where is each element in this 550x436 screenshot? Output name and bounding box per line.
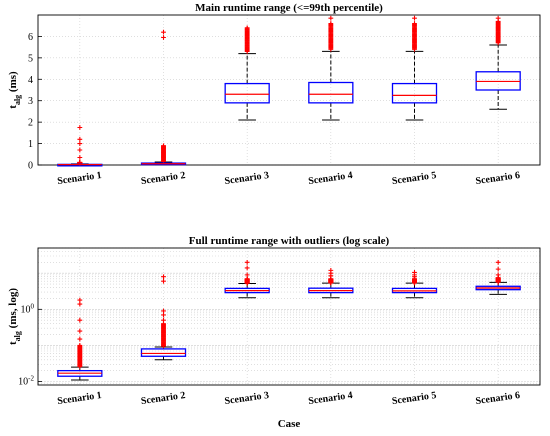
outlier-marker bbox=[161, 143, 166, 149]
box-group bbox=[391, 15, 438, 121]
outlier-marker bbox=[77, 136, 83, 142]
y-axis-label-sub: alg bbox=[13, 331, 22, 341]
y-tick-label: 2 bbox=[28, 118, 33, 129]
y-tick-label: 1 bbox=[28, 139, 33, 150]
outlier-marker bbox=[328, 21, 334, 26]
outlier-marker bbox=[77, 336, 83, 342]
x-axis-label: Case bbox=[278, 418, 301, 430]
plot-frame-2 bbox=[37, 247, 541, 386]
outlier-marker bbox=[412, 21, 417, 26]
x-category-label: Scenario 3 bbox=[224, 170, 270, 187]
y-axis-label-main: t bbox=[7, 341, 19, 345]
x-category-label: Scenario 6 bbox=[475, 170, 521, 187]
outlier-marker bbox=[77, 343, 83, 348]
x-category-label: Scenario 2 bbox=[140, 170, 186, 187]
outlier-marker bbox=[328, 15, 334, 21]
x-category-label: Scenario 5 bbox=[391, 170, 437, 187]
outlier-marker bbox=[244, 272, 250, 278]
y-tick-exponent: 0 bbox=[31, 302, 35, 310]
box-iqr bbox=[224, 82, 270, 104]
outlier-marker bbox=[244, 259, 250, 265]
x-category-label: Scenario 6 bbox=[475, 390, 521, 407]
y-axis-label-1: talg (ms) bbox=[7, 71, 22, 109]
box-group bbox=[308, 267, 354, 299]
panel-title-2: Full runtime range with outliers (log sc… bbox=[189, 235, 390, 247]
box-iqr bbox=[308, 81, 354, 104]
box-group bbox=[140, 29, 187, 166]
outlier-marker bbox=[161, 35, 166, 40]
y-tick-label: 6 bbox=[28, 32, 33, 43]
outlier-marker bbox=[77, 125, 83, 130]
grid-lines-2 bbox=[38, 247, 540, 386]
y-tick-base: 10 bbox=[18, 377, 28, 388]
x-category-label: Scenario 1 bbox=[57, 390, 103, 407]
outlier-marker bbox=[77, 328, 83, 334]
outlier-marker bbox=[495, 259, 501, 265]
y-axis-label-unit: (ms, log) bbox=[7, 288, 19, 331]
x-category-label: Scenario 5 bbox=[391, 390, 437, 407]
y-tick-label: 5 bbox=[28, 53, 33, 64]
panel-title-1: Main runtime range (<=99th percentile) bbox=[195, 2, 383, 14]
outlier-marker bbox=[161, 29, 166, 35]
box-group bbox=[224, 259, 270, 299]
box-group bbox=[475, 259, 521, 295]
outlier-marker bbox=[412, 15, 417, 21]
box-group bbox=[140, 274, 187, 361]
outlier-marker bbox=[77, 317, 83, 323]
outlier-marker bbox=[495, 15, 501, 21]
y-tick-label: 10-2 bbox=[18, 375, 34, 388]
y-axis-label-main: t bbox=[7, 105, 19, 109]
box-group bbox=[308, 15, 354, 121]
y-tick-exponent: -2 bbox=[28, 375, 34, 383]
grid-lines-1 bbox=[38, 15, 540, 166]
y-tick-label: 3 bbox=[28, 96, 33, 107]
box-group bbox=[475, 15, 521, 110]
outlier-marker bbox=[161, 278, 166, 284]
box-group bbox=[391, 270, 438, 299]
x-category-label: Scenario 4 bbox=[308, 170, 354, 187]
outlier-marker bbox=[495, 272, 501, 278]
x-category-label: Scenario 2 bbox=[140, 390, 186, 407]
outlier-marker bbox=[161, 317, 166, 323]
outlier-marker bbox=[161, 274, 166, 280]
x-category-label: Scenario 4 bbox=[308, 390, 354, 407]
outlier-marker bbox=[244, 265, 250, 271]
y-tick-base: 10 bbox=[21, 304, 31, 315]
box-group bbox=[57, 297, 103, 381]
box-iqr bbox=[391, 82, 438, 104]
outlier-marker bbox=[244, 25, 250, 31]
box-group bbox=[57, 125, 103, 167]
box-iqr bbox=[140, 348, 187, 357]
x-category-label: Scenario 1 bbox=[57, 170, 103, 187]
box-group bbox=[224, 25, 270, 121]
y-tick-label: 0 bbox=[28, 161, 33, 172]
outlier-marker bbox=[495, 266, 501, 272]
outlier-marker bbox=[77, 297, 83, 303]
y-tick-label: 4 bbox=[28, 75, 33, 86]
outlier-marker bbox=[328, 267, 334, 273]
outlier-marker bbox=[77, 155, 83, 160]
y-axis-label-2: talg (ms, log) bbox=[7, 288, 22, 345]
x-category-label: Scenario 3 bbox=[224, 390, 270, 407]
outlier-marker bbox=[77, 141, 83, 146]
outlier-marker bbox=[77, 147, 83, 153]
y-axis-label-sub: alg bbox=[13, 95, 22, 105]
outlier-marker bbox=[412, 270, 417, 275]
outlier-marker bbox=[161, 308, 166, 314]
y-axis-label-unit: (ms) bbox=[7, 71, 19, 95]
y-tick-label: 100 bbox=[21, 302, 35, 315]
plot-frame-1 bbox=[37, 14, 541, 166]
